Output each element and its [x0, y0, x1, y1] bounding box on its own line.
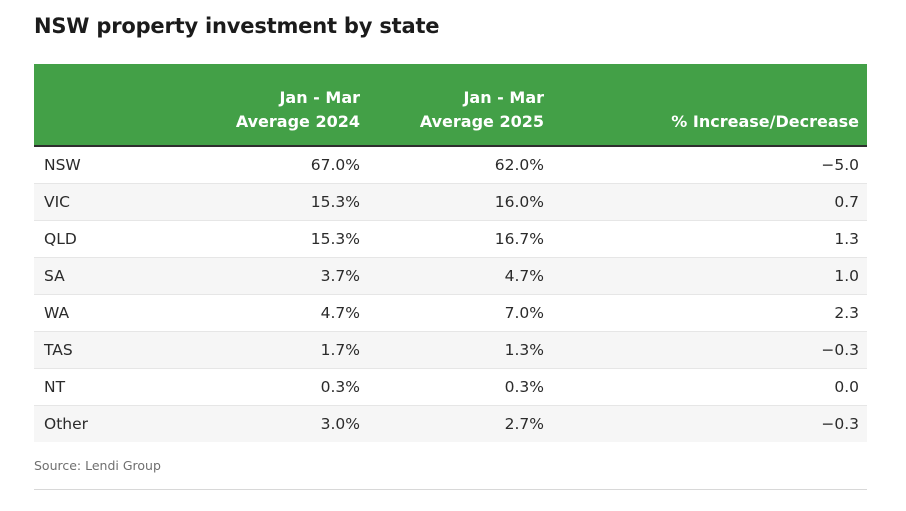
row-label: NSW [34, 146, 184, 184]
table-row: VIC 15.3% 16.0% 0.7 [34, 183, 867, 221]
column-header-line: Jan - Mar [463, 88, 544, 107]
table-cell: 15.3% [184, 183, 368, 221]
column-header-change: % Increase/Decrease [552, 64, 867, 147]
row-label: TAS [34, 331, 184, 369]
table-cell: 16.0% [368, 183, 552, 221]
table-cell: 0.7 [552, 183, 867, 221]
header-row: Jan - Mar Average 2024 Jan - Mar Average 20… [34, 64, 867, 147]
data-table: Jan - Mar Average 2024 Jan - Mar Average 20… [34, 64, 867, 442]
row-label: Other [34, 405, 184, 442]
table-cell: 3.0% [184, 405, 368, 442]
row-label: WA [34, 294, 184, 332]
table-cell: 1.0 [552, 257, 867, 295]
row-label: NT [34, 368, 184, 406]
table-cell: 4.7% [184, 294, 368, 332]
table-row: Other 3.0% 2.7% −0.3 [34, 405, 867, 442]
table-cell: 4.7% [368, 257, 552, 295]
table-cell: 1.7% [184, 331, 368, 369]
footer-divider [34, 489, 867, 490]
table-cell: −5.0 [552, 146, 867, 184]
column-header-line: Average 2025 [419, 112, 544, 131]
source-note: Source: Lendi Group [34, 458, 161, 473]
table-row: QLD 15.3% 16.7% 1.3 [34, 220, 867, 258]
column-header-state [34, 64, 184, 147]
row-label: VIC [34, 183, 184, 221]
row-label: SA [34, 257, 184, 295]
table-cell: 0.3% [368, 368, 552, 406]
row-label: QLD [34, 220, 184, 258]
table-cell: 1.3% [368, 331, 552, 369]
table-cell: 1.3 [552, 220, 867, 258]
column-header-line: % Increase/Decrease [671, 112, 859, 131]
column-header-line: Jan - Mar [279, 88, 360, 107]
column-header-2025: Jan - Mar Average 2025 [368, 64, 552, 147]
column-header-line: Average 2024 [235, 112, 360, 131]
table-cell: 3.7% [184, 257, 368, 295]
column-header-2024: Jan - Mar Average 2024 [184, 64, 368, 147]
table-row: WA 4.7% 7.0% 2.3 [34, 294, 867, 332]
table-body: NSW 67.0% 62.0% −5.0 VIC 15.3% 16.0% 0.7 QLD 15.3… [34, 146, 867, 442]
table-row: NT 0.3% 0.3% 0.0 [34, 368, 867, 406]
table-header: Jan - Mar Average 2024 Jan - Mar Average 20… [34, 64, 867, 147]
table-cell: 0.3% [184, 368, 368, 406]
table-row: SA 3.7% 4.7% 1.0 [34, 257, 867, 295]
table-cell: −0.3 [552, 405, 867, 442]
table-cell: 2.3 [552, 294, 867, 332]
table-cell: 62.0% [368, 146, 552, 184]
table-cell: 7.0% [368, 294, 552, 332]
table-cell: 16.7% [368, 220, 552, 258]
table-cell: 0.0 [552, 368, 867, 406]
table-cell: 15.3% [184, 220, 368, 258]
table-row: NSW 67.0% 62.0% −5.0 [34, 146, 867, 184]
table-cell: 2.7% [368, 405, 552, 442]
table-cell: 67.0% [184, 146, 368, 184]
table-row: TAS 1.7% 1.3% −0.3 [34, 331, 867, 369]
table-cell: −0.3 [552, 331, 867, 369]
page-title: NSW property investment by state [34, 14, 440, 38]
